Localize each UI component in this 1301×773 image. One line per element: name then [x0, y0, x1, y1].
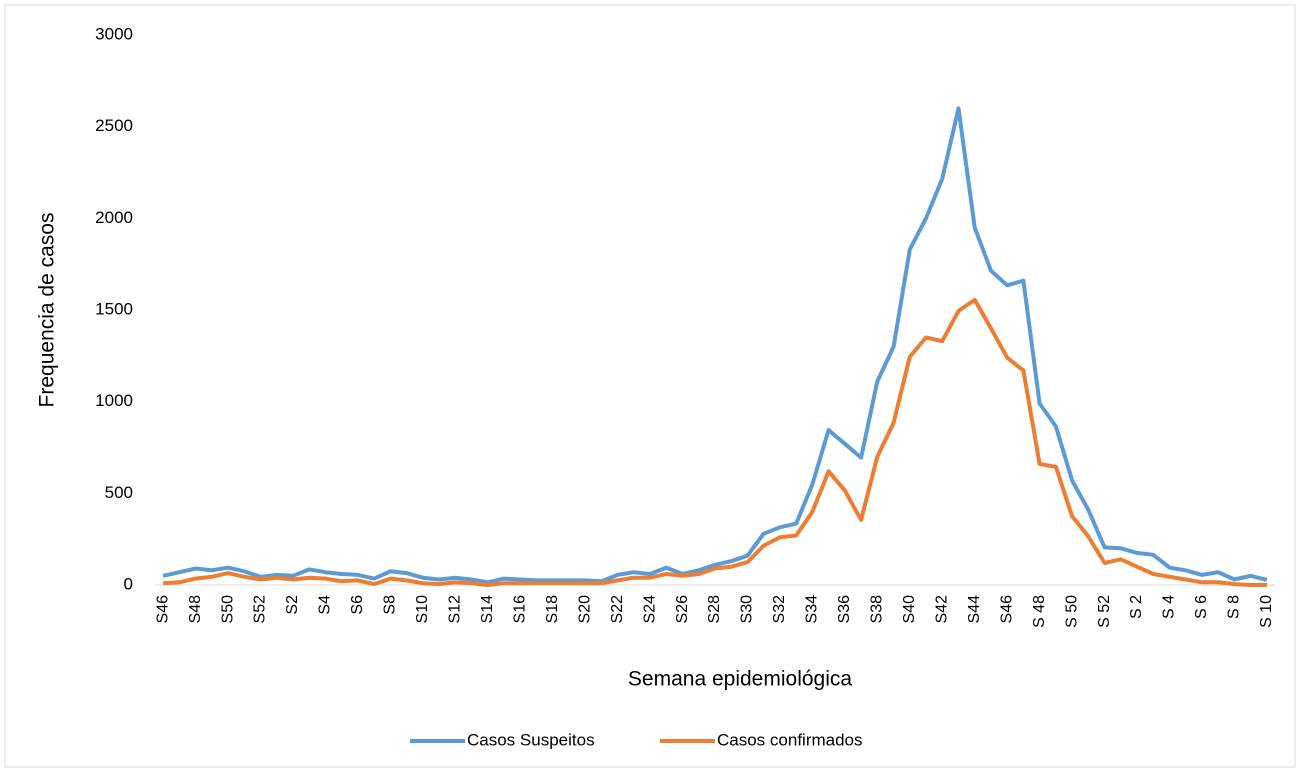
y-tick-label: 1500 — [95, 299, 133, 318]
series-line — [162, 297, 1267, 587]
x-tick-label: S50 — [219, 595, 236, 624]
y-tick-label: 2500 — [95, 116, 133, 135]
x-tick-label: S52 — [252, 595, 269, 624]
y-tick-label: 0 — [124, 574, 133, 593]
x-tick-label: S28 — [706, 595, 723, 624]
x-tick-label: S20 — [576, 595, 593, 624]
x-tick-label: S 52 — [1096, 595, 1113, 628]
x-tick-label: S 50 — [1063, 595, 1080, 628]
x-tick-label: S46 — [154, 595, 171, 624]
x-tick-label: S8 — [382, 595, 399, 615]
x-tick-label: S26 — [674, 595, 691, 624]
series-line — [162, 106, 1268, 585]
x-tick-label: S46 — [998, 595, 1015, 624]
y-tick-label: 500 — [105, 483, 133, 502]
x-tick-label: S48 — [187, 595, 204, 624]
legend-label: Casos Suspeitos — [467, 730, 595, 749]
x-tick-label: S42 — [933, 595, 950, 624]
x-tick-label: S 6 — [1193, 595, 1210, 619]
x-tick-label: S30 — [739, 595, 756, 624]
x-tick-label: S4 — [317, 595, 334, 615]
x-tick-label: S14 — [479, 595, 496, 624]
x-tick-label: S 4 — [1161, 595, 1178, 619]
y-tick-label: 1000 — [95, 391, 133, 410]
x-tick-label: S 8 — [1226, 595, 1243, 619]
x-tick-label: S34 — [804, 595, 821, 624]
x-tick-label: S6 — [349, 595, 366, 615]
chart-border — [4, 4, 1296, 768]
x-tick-label: S24 — [641, 595, 658, 624]
x-tick-label: S12 — [447, 595, 464, 624]
x-tick-label: S36 — [836, 595, 853, 624]
y-axis-label: Frequencia de casos — [36, 213, 59, 408]
x-tick-label: S 10 — [1258, 595, 1275, 628]
legend-label: Casos confirmados — [717, 730, 863, 749]
y-tick-label: 2000 — [95, 208, 133, 227]
x-tick-label: S38 — [869, 595, 886, 624]
x-tick-label: S 48 — [1031, 595, 1048, 628]
x-axis-label: Semana epidemiológica — [628, 668, 852, 691]
x-tick-label: S22 — [609, 595, 626, 624]
x-tick-label: S18 — [544, 595, 561, 624]
x-tick-label: S2 — [284, 595, 301, 615]
x-tick-label: S44 — [966, 595, 983, 624]
y-tick-label: 3000 — [95, 24, 133, 43]
x-tick-label: S10 — [414, 595, 431, 624]
x-tick-label: S 2 — [1128, 595, 1145, 619]
x-tick-label: S40 — [901, 595, 918, 624]
x-tick-label: S32 — [771, 595, 788, 624]
x-tick-label: S16 — [511, 595, 528, 624]
